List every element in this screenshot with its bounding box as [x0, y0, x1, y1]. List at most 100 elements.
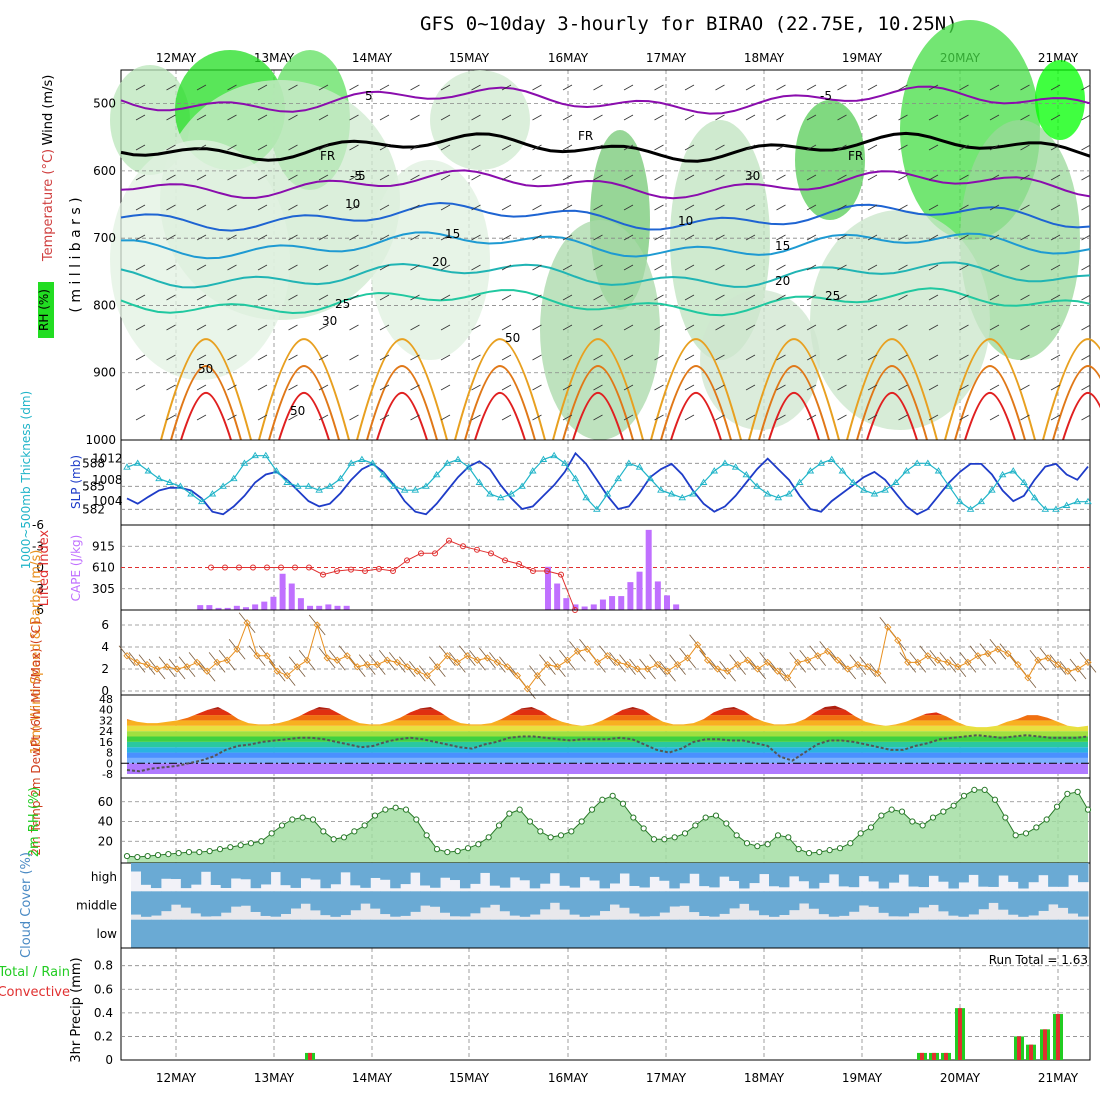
temp-band — [127, 720, 1088, 726]
cloud-middle-block — [140, 891, 152, 917]
cloud-high-block — [150, 863, 162, 889]
thickness-marker — [1062, 501, 1071, 508]
warm-contour — [474, 391, 526, 441]
wind-barb — [959, 324, 969, 331]
cloud-low-block — [260, 919, 272, 948]
wind-barb — [959, 354, 969, 361]
cloud-low-block — [1038, 919, 1049, 948]
wind-barb — [196, 114, 207, 121]
cloud-high-block — [499, 863, 511, 888]
cloud-high-block — [420, 863, 431, 886]
wind-speed-marker — [303, 656, 311, 664]
thickness-axis-label: 1000~500mb Thickness (dm) — [19, 391, 33, 569]
wind-barb — [288, 114, 298, 121]
wind-speed-marker — [463, 652, 471, 660]
cloud-high-block — [549, 863, 561, 874]
cloud-high-block — [310, 863, 321, 880]
rh-marker — [671, 834, 678, 841]
cloud-middle-block — [370, 891, 381, 909]
cloud-low-block — [868, 919, 880, 948]
wind-speed-marker — [133, 658, 141, 667]
cloud-middle-block — [1048, 891, 1059, 905]
wind-barb — [471, 294, 481, 301]
wind-speed-marker — [643, 665, 652, 673]
wind-barb — [1020, 384, 1030, 391]
wind-barb — [501, 234, 512, 241]
cloud-middle-block — [699, 891, 710, 916]
wind-barb — [593, 204, 603, 211]
cloud-low-block — [340, 919, 351, 948]
wind-barb — [135, 384, 146, 391]
wind-speed-marker — [1024, 674, 1032, 682]
rh-marker — [351, 828, 358, 835]
wind-barb — [1020, 354, 1030, 361]
thickness-marker — [699, 478, 708, 485]
cloud-middle-block — [1018, 891, 1029, 917]
cloud-low-block — [539, 919, 551, 948]
wind-barb — [440, 324, 451, 331]
cloud-high-block — [519, 863, 531, 881]
wind-barb — [867, 234, 878, 241]
cloud-middle-block — [489, 891, 501, 905]
wind-speed-marker — [784, 674, 792, 682]
rh-marker — [764, 841, 771, 848]
wind-barb — [867, 264, 878, 271]
wind-barb — [379, 84, 390, 91]
wind-barb — [562, 414, 573, 421]
thickness-marker — [817, 459, 825, 466]
rh-marker — [268, 830, 275, 837]
precip-tick-label: 0.2 — [94, 1029, 113, 1043]
wind-barb — [440, 294, 451, 301]
cloud-middle-block — [878, 891, 890, 913]
cloud-low-block — [579, 919, 591, 948]
cloud-high-block — [958, 863, 969, 883]
cloud-high-block — [599, 863, 610, 889]
cloud-middle-block — [1028, 891, 1039, 916]
wind-speed-marker — [563, 656, 572, 664]
wind-barb — [501, 204, 512, 211]
thickness-marker — [892, 478, 900, 485]
cloud-high-block — [659, 863, 670, 881]
wind-barb — [745, 114, 756, 121]
cape-bar — [233, 605, 240, 610]
cloud-layer-label: high — [91, 870, 117, 884]
cape-bar — [215, 607, 222, 610]
wind-speed-marker — [1084, 658, 1092, 667]
rh-marker — [227, 844, 234, 851]
wind-barb — [593, 174, 603, 181]
rh-marker — [134, 853, 141, 861]
wind-speed-marker — [403, 663, 411, 671]
cloud-middle-block — [479, 891, 491, 908]
wind-barb — [898, 324, 908, 331]
wind-barb — [410, 114, 420, 121]
wind-speed-marker — [523, 685, 532, 693]
temp-tick-label: 32 — [99, 714, 113, 727]
wind-speed-marker — [493, 658, 502, 667]
cloud-middle-block — [250, 891, 262, 912]
cloud-low-block — [858, 919, 870, 948]
wind-barb — [715, 174, 725, 181]
cloud-low-block — [848, 919, 860, 948]
cloud-high-block — [978, 863, 989, 887]
thickness-marker — [582, 493, 590, 501]
cloud-high-block — [170, 863, 182, 880]
warm-contour — [278, 391, 330, 441]
cloud-middle-block — [350, 891, 361, 911]
cloud-middle-block — [469, 891, 481, 914]
wind-barb — [166, 324, 176, 331]
cloud-middle-block — [210, 891, 222, 917]
rh-marker — [640, 825, 647, 832]
thickness-marker — [753, 482, 761, 489]
rh-marker — [743, 840, 751, 847]
warm-contour — [376, 391, 428, 441]
cloud-high-block — [998, 863, 1009, 876]
wind-barb — [593, 324, 603, 331]
rh-marker — [940, 808, 947, 815]
wind-barb — [959, 204, 969, 211]
wind-barb — [623, 204, 634, 211]
cloud-low-block — [639, 919, 650, 948]
wind-barb — [837, 264, 847, 271]
cape-bar — [270, 596, 277, 610]
wind-barb — [867, 384, 878, 391]
